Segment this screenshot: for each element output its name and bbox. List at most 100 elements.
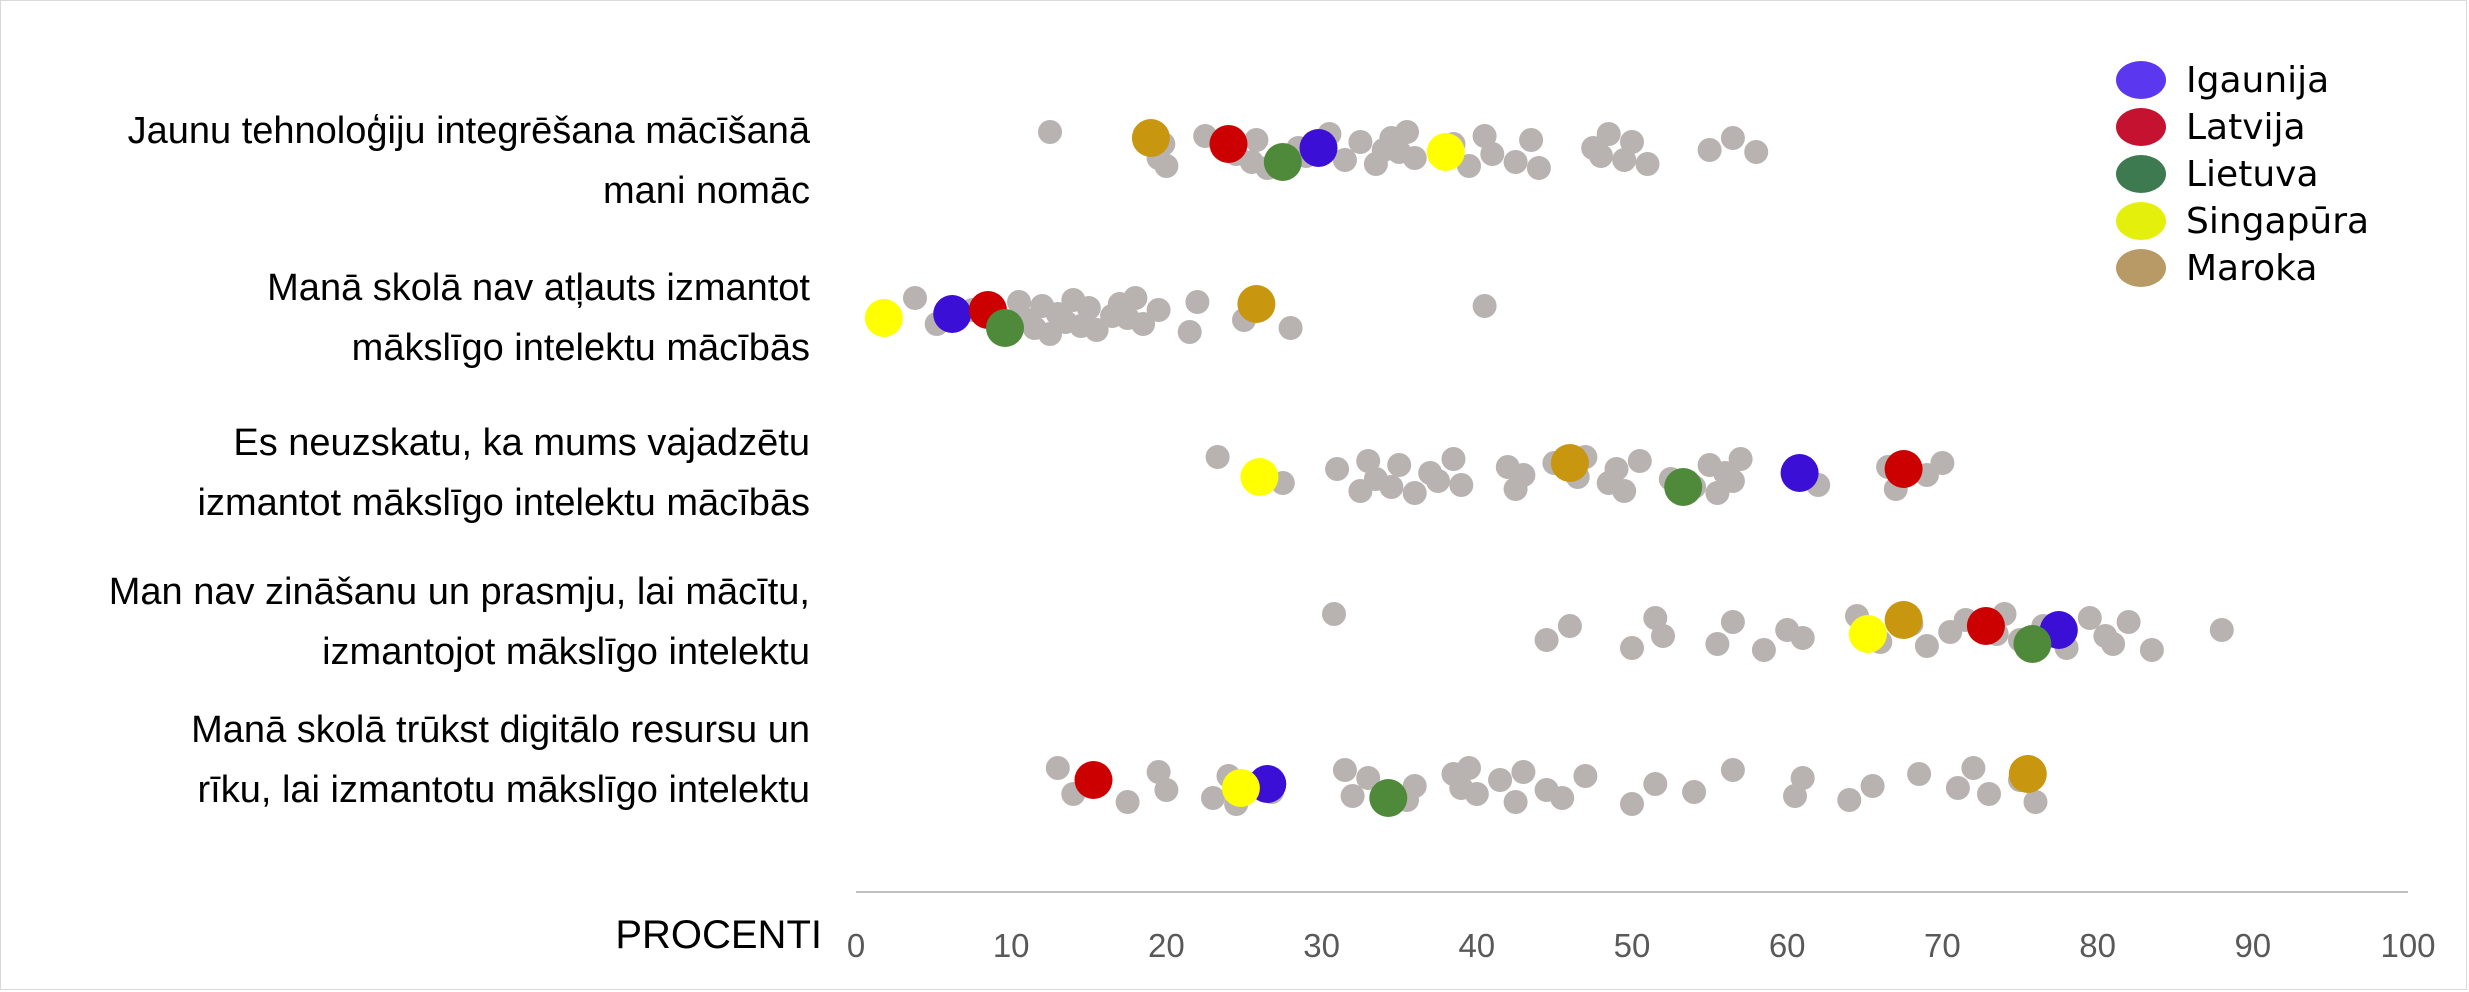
data-point-singapra [864, 299, 903, 337]
legend-label: Singapūra [2186, 201, 2369, 242]
data-point-lietuva [1369, 779, 1408, 817]
x-tick-label: 90 [2234, 927, 2271, 964]
data-point-other [1503, 150, 1528, 174]
category-label: Manā skolā nav atļauts izmantot [267, 267, 810, 309]
data-point-latvija [1074, 761, 1113, 799]
category-label: mani nomāc [603, 170, 810, 212]
data-point-other [1751, 638, 1776, 662]
data-point-other [1185, 290, 1210, 314]
data-point-other [1961, 756, 1986, 780]
data-point-other [2116, 610, 2141, 634]
data-point-latvija [1966, 607, 2005, 645]
data-point-other [1682, 780, 1707, 804]
data-point-other [1402, 481, 1427, 505]
data-point-other [1115, 790, 1140, 814]
x-axis: PROCENTI 0 10 20 30 40 50 60 70 80 90 100 [615, 891, 2436, 964]
data-point-other [1612, 148, 1637, 172]
data-point-other [1201, 786, 1225, 810]
data-point-other [1620, 636, 1644, 660]
data-point-other [1449, 473, 1474, 497]
data-point-other [1457, 756, 1481, 780]
data-point-other [1914, 634, 1939, 658]
x-tick-label: 30 [1303, 927, 1340, 964]
data-point-lietuva [2013, 625, 2052, 663]
data-point-other [1945, 776, 1970, 800]
x-tick-label: 50 [1614, 927, 1651, 964]
data-point-igaunija [1780, 454, 1819, 492]
data-point-other [1402, 774, 1427, 798]
data-point-other [1356, 766, 1381, 790]
data-point-other [1503, 790, 1528, 814]
data-point-other [1511, 760, 1536, 784]
data-point-other [1045, 756, 1070, 780]
data-point-igaunija [1299, 129, 1338, 167]
data-point-other [1244, 128, 1269, 152]
data-point-other [1557, 614, 1582, 638]
data-point-other [903, 286, 927, 310]
legend-label: Maroka [2186, 248, 2317, 289]
legend-label: Lietuva [2186, 154, 2319, 195]
data-point-other [1860, 774, 1885, 798]
data-point-other [1084, 318, 1109, 342]
data-point-other [2209, 618, 2234, 642]
category-label: Es neuzskatu, ka mums vajadzētu [233, 422, 810, 464]
data-point-other [1783, 784, 1807, 808]
data-point-other [1720, 610, 1745, 634]
data-point-other [2139, 638, 2164, 662]
category-label: Man nav zināšanu un prasmju, lai mācītu, [109, 571, 810, 613]
data-point-other [1930, 451, 1955, 475]
x-tick-label: 0 [847, 927, 865, 964]
data-point-other [1464, 782, 1489, 806]
data-point-other [1705, 632, 1730, 656]
data-point-other [1612, 479, 1637, 503]
data-point-other [1488, 768, 1513, 792]
data-point-lietuva [1664, 468, 1703, 506]
data-point-other [1620, 792, 1644, 816]
x-tick-label: 80 [2079, 927, 2116, 964]
x-tick-label: 10 [993, 927, 1030, 964]
data-point-igaunija [933, 295, 972, 333]
data-point-other [1837, 788, 1862, 812]
data-point-other [1744, 140, 1769, 164]
data-point-maroka [1131, 119, 1170, 157]
data-point-other [1278, 316, 1303, 340]
data-point-other [1620, 130, 1644, 154]
data-point-other [2023, 790, 2048, 814]
category-label: mākslīgo intelektu mācībās [352, 327, 810, 369]
data-point-other [1790, 766, 1815, 790]
legend-marker [2116, 108, 2166, 146]
data-point-singapra [1240, 458, 1279, 496]
x-tick-label: 70 [1924, 927, 1961, 964]
data-point-singapra [1221, 769, 1260, 807]
category-label: Jaunu tehnoloģiju integrēšana mācīšanā [128, 110, 811, 152]
data-point-other [1651, 624, 1675, 648]
data-point-other [1205, 445, 1230, 469]
data-point-other [1325, 457, 1350, 481]
data-point-other [1480, 142, 1505, 166]
legend-marker [2116, 202, 2166, 240]
data-point-other [1519, 128, 1544, 152]
highlighted-countries-points [864, 119, 2078, 817]
data-point-other [1426, 469, 1450, 493]
legend-label: Igaunija [2186, 60, 2329, 101]
data-point-other [1573, 764, 1598, 788]
category-label: rīku, lai izmantotu mākslīgo intelektu [198, 769, 811, 811]
data-point-other [1402, 146, 1427, 170]
data-point-maroka [1237, 285, 1276, 323]
data-point-other [1154, 154, 1179, 178]
data-point-other [1720, 126, 1745, 150]
category-labels: Jaunu tehnoloģiju integrēšana mācīšanā ma… [109, 110, 811, 811]
category-label: Manā skolā trūkst digitālo resursu un [191, 709, 810, 751]
data-point-other [1007, 290, 1031, 314]
data-point-lietuva [986, 309, 1024, 347]
data-point-other [1635, 152, 1660, 176]
data-point-other [1332, 148, 1357, 172]
data-point-other [1146, 298, 1171, 322]
data-point-other [1627, 449, 1652, 473]
data-point-other [1643, 606, 1668, 630]
data-point-other [1076, 296, 1101, 320]
data-point-other [1340, 784, 1365, 808]
legend-marker [2116, 249, 2166, 287]
x-tick-label: 100 [2380, 927, 2435, 964]
